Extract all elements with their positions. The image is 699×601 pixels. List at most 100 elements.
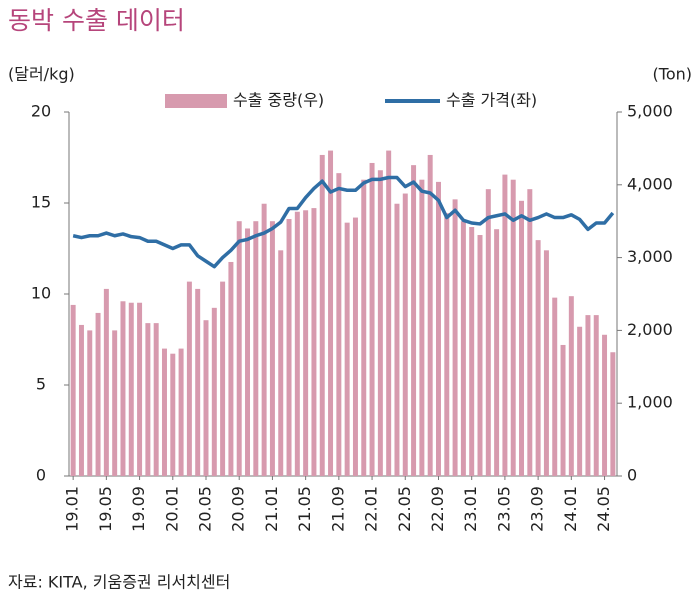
bar [435,181,441,476]
bar [286,219,292,477]
bar [519,200,525,477]
x-tick-label: 21.05 [295,486,314,532]
bar [236,221,242,476]
x-tick-label: 21.01 [262,486,281,532]
x-tick-label: 19.05 [96,486,115,532]
bar [153,323,159,476]
bar [120,301,126,476]
bar [444,213,450,476]
bar [278,250,284,476]
bar [452,199,458,477]
x-tick-label: 20.01 [162,486,181,532]
bar [78,324,84,476]
bar [402,193,408,476]
bar [303,210,309,476]
bar [477,235,483,476]
y-tick-label: 20 [31,102,51,121]
legend-swatch [165,94,227,108]
x-tick-label: 22.01 [362,486,381,532]
bar [494,229,500,476]
x-tick-label: 22.05 [395,486,414,532]
y-tick-label: 5 [36,375,46,394]
bar [70,304,76,476]
bar [419,179,425,477]
y-tick-label: 10 [31,284,51,303]
y-tick-label: 15 [31,193,51,212]
legend-label: 수출 중량(우) [233,91,324,110]
bar [369,162,375,476]
legend-label: 수출 가격(좌) [446,91,537,110]
bar [560,344,566,476]
bar [344,222,350,476]
y-tick-label: 0 [36,466,46,485]
bar [568,296,574,476]
y-axis-label: (달러/kg) [8,65,75,84]
bar [253,221,259,476]
bar [186,281,192,476]
bar [469,227,475,476]
bar [319,154,325,476]
y2-axis-label: (Ton) [653,65,692,84]
bar [195,288,201,476]
bar [145,323,151,476]
bar [161,348,167,476]
bar [593,315,599,476]
bar [178,348,184,476]
bar [377,170,383,477]
y2-tick-label: 3,000 [627,247,673,266]
bar [386,150,392,477]
bar [137,302,143,476]
x-tick-label: 19.09 [129,486,148,532]
bar [527,189,533,476]
bar [128,302,134,476]
bar [394,203,400,476]
bar [543,250,549,476]
x-tick-label: 24.01 [561,486,580,532]
bar [220,281,226,476]
x-tick-label: 23.01 [461,486,480,532]
chart-title: 동박 수출 데이터 [8,6,185,35]
source: 자료: KITA, 키움증권 리서치센터 [8,573,230,592]
bar [411,165,417,477]
bar [602,334,608,476]
x-tick-label: 23.09 [528,486,547,532]
y2-tick-label: 4,000 [627,174,673,193]
x-tick-label: 20.09 [229,486,248,532]
bar [502,174,508,476]
x-tick-label: 19.01 [63,486,82,532]
bar [261,203,267,476]
bar [510,179,516,477]
bar [103,288,109,476]
bar [294,211,300,476]
bar [535,240,541,476]
bar [203,320,209,476]
bar [460,221,466,476]
x-tick-label: 23.05 [494,486,513,532]
bar [245,228,251,476]
bar [211,307,217,476]
bar [427,154,433,476]
y2-tick-label: 5,000 [627,102,673,121]
y2-tick-label: 1,000 [627,393,673,412]
x-tick-label: 22.09 [428,486,447,532]
y2-tick-label: 0 [627,466,637,485]
bar [610,352,616,476]
line [72,175,615,269]
bar [87,330,93,476]
bar [336,173,342,477]
x-tick-label: 21.09 [328,486,347,532]
bar [328,150,334,477]
bar [95,312,101,476]
bar [228,261,234,476]
bar [269,221,275,476]
bar [170,353,176,476]
x-tick-label: 20.05 [196,486,215,532]
x-tick-label: 24.05 [594,486,613,532]
bar [552,297,558,476]
y2-tick-label: 2,000 [627,320,673,339]
bar [311,208,317,476]
bar [112,330,118,476]
bar [577,326,583,476]
bar [485,189,491,476]
